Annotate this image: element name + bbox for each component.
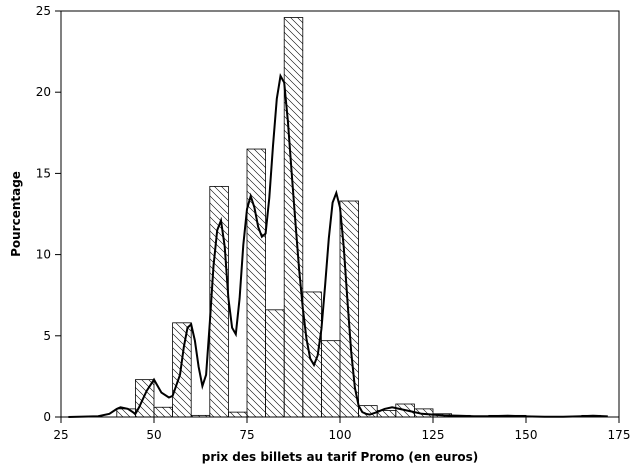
y-tick-label: 15 [36,166,51,180]
y-axis-label: Pourcentage [9,171,23,257]
histogram-bar [320,340,341,418]
y-tick-label: 20 [36,85,51,99]
y-axis: 0 5 10 15 20 25 [36,4,61,424]
histogram-bar [265,309,285,418]
histogram-bars [116,17,601,418]
histogram-bar [227,411,248,418]
x-tick-label: 175 [608,428,631,442]
x-tick-label: 125 [422,428,445,442]
histogram-bar [172,322,192,418]
x-tick-label: 75 [239,428,254,442]
x-tick-label: 25 [53,428,68,442]
density-curve [68,73,608,418]
x-tick-label: 150 [515,428,538,442]
histogram-bar [209,185,229,418]
x-axis: 25 50 75 100 125 150 175 [53,417,630,442]
x-tick-label: 50 [146,428,161,442]
x-axis-label: prix des billets au tarif Promo (en euro… [202,450,479,464]
histogram-bar [246,148,267,418]
x-tick-label: 100 [329,428,352,442]
histogram-bar [153,406,174,418]
histogram-bar [283,17,304,418]
y-tick-label: 5 [43,329,51,343]
y-tick-label: 25 [36,4,51,18]
y-tick-label: 0 [43,410,51,424]
y-tick-label: 10 [36,248,51,262]
